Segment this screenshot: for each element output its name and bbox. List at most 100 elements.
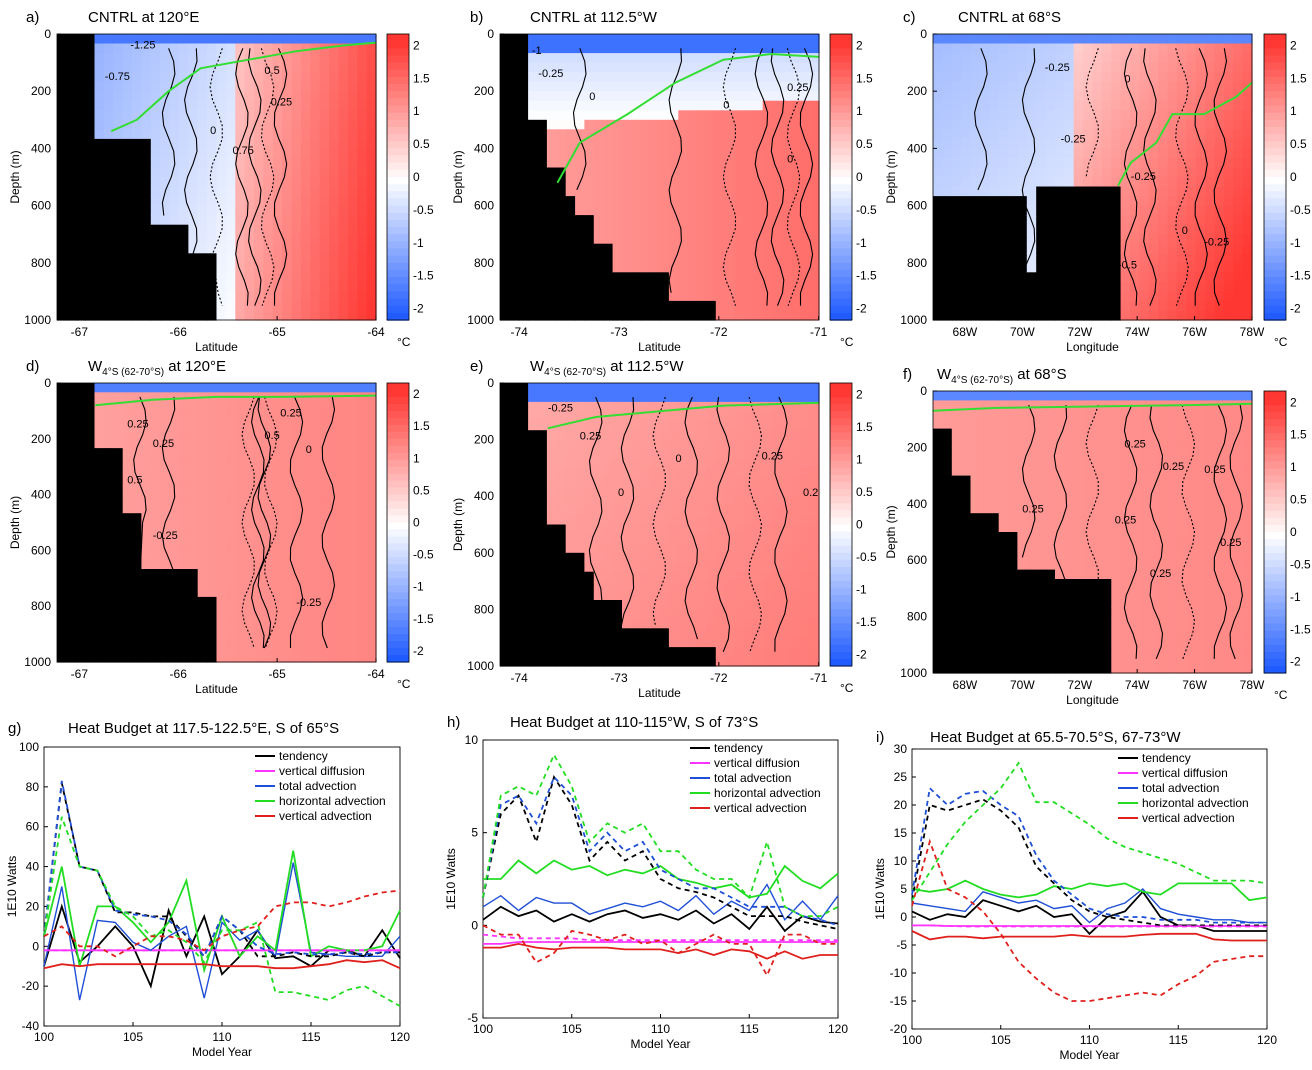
land-cell xyxy=(104,177,114,187)
land-cell xyxy=(141,616,151,626)
temperature-cell xyxy=(1046,158,1056,168)
land-cell xyxy=(538,572,548,582)
land-cell xyxy=(76,63,86,73)
temperature-cell xyxy=(329,63,339,73)
temperature-cell xyxy=(613,430,623,440)
land-cell xyxy=(575,657,585,667)
land-cell xyxy=(1083,301,1093,311)
temperature-cell xyxy=(226,467,236,477)
temperature-cell xyxy=(1093,129,1103,139)
land-cell xyxy=(95,634,105,644)
land-cell xyxy=(179,597,189,607)
land-cell xyxy=(76,402,86,412)
temperature-cell xyxy=(301,139,311,149)
temperature-cell xyxy=(641,263,651,273)
temperature-cell xyxy=(1149,272,1159,282)
temperature-cell xyxy=(348,215,358,225)
temperature-cell xyxy=(1243,168,1253,178)
panel-letter: c) xyxy=(903,9,916,26)
temperature-cell xyxy=(1177,168,1187,178)
temperature-cell xyxy=(678,187,688,197)
land-cell xyxy=(989,225,999,235)
temperature-cell xyxy=(1149,158,1159,168)
land-cell xyxy=(57,383,67,393)
temperature-cell xyxy=(235,513,245,523)
temperature-cell xyxy=(217,234,227,244)
land-cell xyxy=(650,657,660,667)
temperature-cell xyxy=(339,234,349,244)
land-cell xyxy=(1046,215,1056,225)
temperature-cell xyxy=(735,63,745,73)
temperature-cell xyxy=(263,148,273,158)
temperature-cell xyxy=(301,643,311,653)
land-cell xyxy=(575,244,585,254)
land-cell xyxy=(1093,187,1103,197)
temperature-cell xyxy=(1027,177,1037,187)
temperature-cell xyxy=(310,588,320,598)
temperature-cell xyxy=(622,440,632,450)
temperature-cell xyxy=(310,569,320,579)
colorbar-segment xyxy=(1264,113,1286,121)
temperature-cell xyxy=(631,449,641,459)
temperature-cell xyxy=(566,82,576,92)
temperature-cell xyxy=(367,120,377,130)
land-cell xyxy=(66,643,76,653)
temperature-cell xyxy=(1158,148,1168,158)
temperature-cell xyxy=(339,550,349,560)
temperature-cell xyxy=(310,234,320,244)
land-cell xyxy=(1027,282,1037,292)
land-cell xyxy=(113,588,123,598)
temperature-cell xyxy=(207,457,217,467)
temperature-cell xyxy=(753,301,763,311)
contour-label: 0.25 xyxy=(127,419,148,431)
temperature-cell xyxy=(735,91,745,101)
colorbar-segment xyxy=(1264,134,1286,142)
temperature-cell xyxy=(301,63,311,73)
land-cell xyxy=(1064,244,1074,254)
temperature-cell xyxy=(594,139,604,149)
land-cell xyxy=(85,263,95,273)
temperature-cell xyxy=(245,311,255,321)
temperature-cell xyxy=(1027,82,1037,92)
land-cell xyxy=(85,196,95,206)
land-cell xyxy=(584,272,594,282)
land-cell xyxy=(95,187,105,197)
temperature-cell xyxy=(348,504,358,514)
contour-label: 0 xyxy=(723,99,729,111)
temperature-cell xyxy=(357,569,367,579)
temperature-cell xyxy=(95,392,105,402)
temperature-cell xyxy=(357,168,367,178)
temperature-cell xyxy=(688,63,698,73)
temperature-cell xyxy=(310,430,320,440)
temperature-cell xyxy=(301,101,311,111)
land-cell xyxy=(113,225,123,235)
temperature-cell xyxy=(1139,282,1149,292)
land-cell xyxy=(66,110,76,120)
temperature-cell xyxy=(329,625,339,635)
land-cell xyxy=(519,657,529,667)
temperature-cell xyxy=(753,244,763,254)
land-cell xyxy=(151,625,161,635)
temperature-cell xyxy=(603,525,613,535)
temperature-cell xyxy=(716,311,726,321)
temperature-cell xyxy=(1083,72,1093,82)
colorbar-segment xyxy=(1264,263,1286,271)
land-cell xyxy=(500,196,510,206)
temperature-cell xyxy=(254,34,264,44)
land-cell xyxy=(1111,206,1121,216)
land-cell xyxy=(603,657,613,667)
temperature-cell xyxy=(1233,272,1243,282)
temperature-cell xyxy=(1008,187,1018,197)
land-cell xyxy=(113,272,123,282)
temperature-cell xyxy=(367,550,377,560)
temperature-cell xyxy=(151,158,161,168)
colorbar-segment xyxy=(387,48,409,56)
land-cell xyxy=(669,311,679,321)
land-cell xyxy=(188,606,198,616)
temperature-cell xyxy=(357,225,367,235)
temperature-cell xyxy=(339,158,349,168)
temperature-cell xyxy=(1149,301,1159,311)
colorbar-segment xyxy=(1264,170,1286,178)
land-cell xyxy=(76,196,86,206)
land-cell xyxy=(57,168,67,178)
